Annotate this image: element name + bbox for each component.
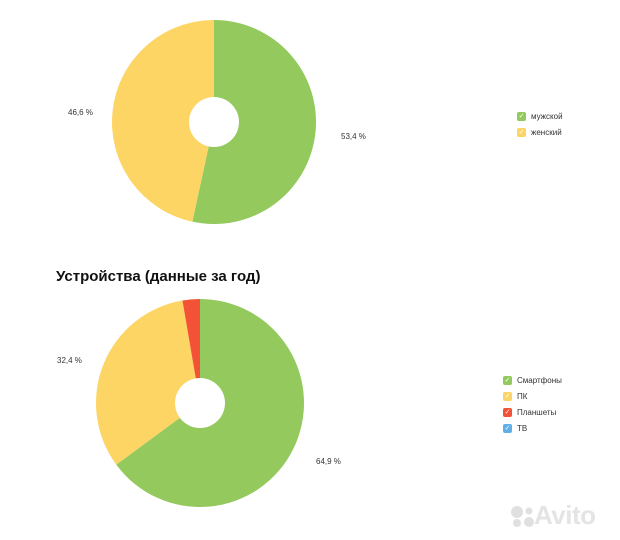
devices-chart: Устройства (данные за год) 32,4 % 64,9 %… <box>0 260 620 540</box>
donut-hole <box>175 378 225 428</box>
check-icon: ✓ <box>517 111 526 121</box>
check-icon: ✓ <box>503 375 512 385</box>
avito-logo-dots-icon <box>511 506 534 527</box>
legend-label: Планшеты <box>517 407 557 417</box>
section-title: Устройства (данные за год) <box>56 268 261 285</box>
data-label-smartphones: 64,9 % <box>316 457 341 466</box>
check-icon: ✓ <box>503 391 512 401</box>
legend-item-tablets[interactable]: ✓ Планшеты <box>503 404 562 420</box>
pie-slice-2[interactable] <box>182 299 200 403</box>
data-label-male: 53,4 % <box>341 132 366 141</box>
data-label-female: 46,6 % <box>68 108 93 117</box>
legend-item-female[interactable]: ✓ женский <box>517 124 563 140</box>
legend-label: ТВ <box>517 423 528 433</box>
legend-label: ПК <box>517 391 528 401</box>
legend-label: Смартфоны <box>517 375 562 385</box>
pie-slice-1[interactable] <box>111 20 214 222</box>
gender-legend: ✓ мужской ✓ женский <box>517 108 563 140</box>
legend-item-tv[interactable]: ✓ ТВ <box>503 420 562 436</box>
pie-slice-1[interactable] <box>96 300 200 465</box>
pie-slice-0[interactable] <box>192 20 316 224</box>
donut-hole <box>189 97 239 147</box>
gender-chart: 46,6 % 53,4 % ✓ мужской ✓ женский <box>0 0 620 250</box>
legend-label: женский <box>531 127 562 137</box>
gender-pie-chart <box>111 20 316 224</box>
devices-legend: ✓ Смартфоны ✓ ПК ✓ Планшеты ✓ ТВ <box>503 372 562 436</box>
legend-item-male[interactable]: ✓ мужской <box>517 108 563 124</box>
avito-watermark-text: Avito <box>534 500 596 530</box>
data-label-pc: 32,4 % <box>57 356 82 365</box>
check-icon: ✓ <box>517 127 526 137</box>
check-icon: ✓ <box>503 423 512 433</box>
legend-item-pc[interactable]: ✓ ПК <box>503 388 562 404</box>
legend-label: мужской <box>531 111 563 121</box>
check-icon: ✓ <box>503 407 512 417</box>
devices-pie-chart <box>96 299 304 507</box>
legend-item-smartphones[interactable]: ✓ Смартфоны <box>503 372 562 388</box>
